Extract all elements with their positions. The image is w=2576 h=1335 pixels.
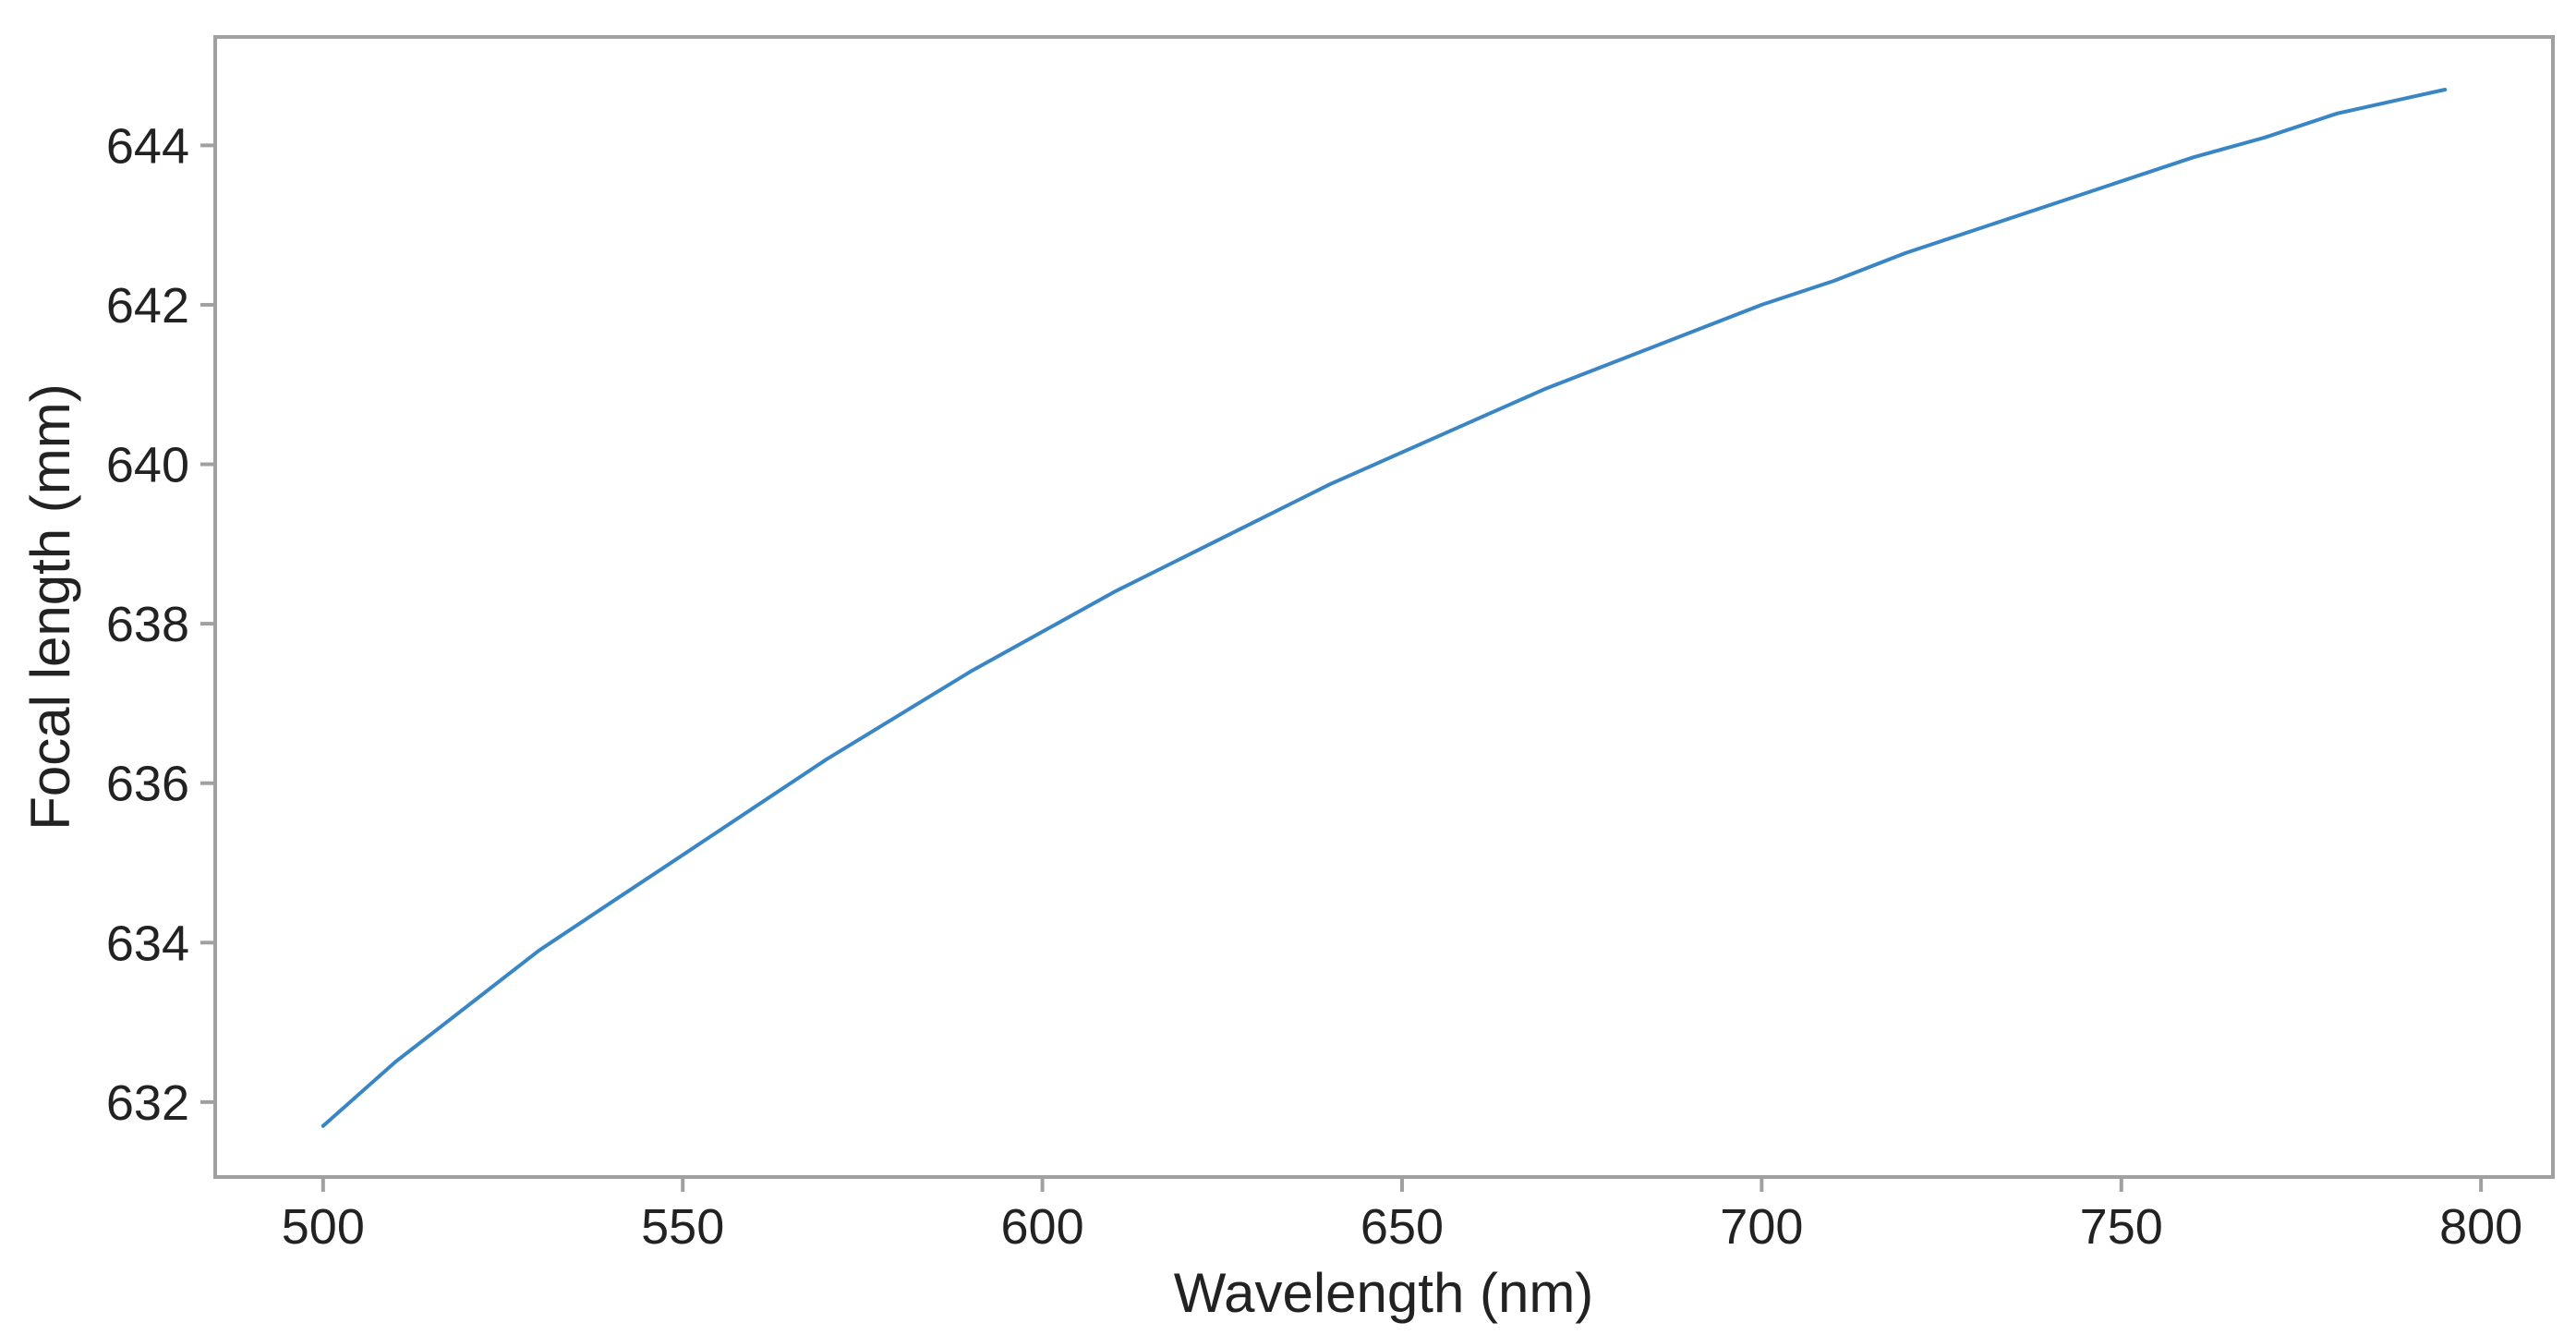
y-axis-label: Focal length (mm)	[19, 383, 81, 830]
y-tick-label: 642	[106, 278, 189, 334]
x-tick-label: 750	[2080, 1199, 2163, 1255]
y-tick-label: 632	[106, 1075, 189, 1131]
plot-frame	[213, 35, 2555, 1179]
y-tick-label: 636	[106, 757, 189, 812]
x-tick-label: 500	[282, 1199, 365, 1255]
series-layer	[320, 88, 2448, 1128]
y-tick-label: 644	[106, 118, 189, 174]
x-tick-label: 700	[1720, 1199, 1803, 1255]
series-line	[320, 88, 2448, 1128]
y-tick-label: 634	[106, 916, 189, 971]
x-tick-label: 550	[641, 1199, 724, 1255]
x-tick-label: 600	[1001, 1199, 1084, 1255]
x-tick-label: 650	[1361, 1199, 1444, 1255]
x-axis-label: Wavelength (nm)	[1174, 1262, 1594, 1324]
y-axis: 632 634 636 638 640 642 644	[106, 118, 215, 1131]
y-tick-label: 640	[106, 438, 189, 493]
x-tick-label: 800	[2439, 1199, 2522, 1255]
y-tick-label: 638	[106, 597, 189, 652]
x-axis: 500 550 600 650 700 750 800	[282, 1177, 2522, 1255]
